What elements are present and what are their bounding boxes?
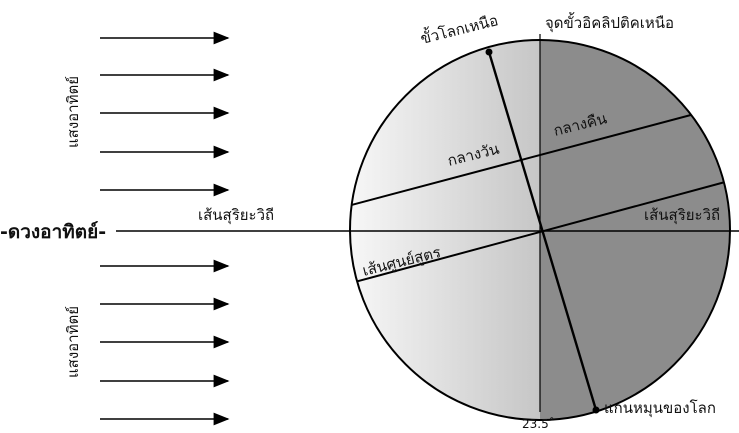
day-hemisphere (350, 40, 540, 420)
sunlight-label-bottom: แสงอาทิตย์ (64, 306, 82, 378)
north-ecliptic-pole-label: จุดขั้วอิคลิปติคเหนือ (545, 12, 674, 33)
ecliptic-label-right: เส้นสุริยะวิถี (644, 206, 720, 225)
night-hemisphere (540, 40, 730, 420)
south-pole-dot (592, 406, 600, 414)
rotation-axis (487, 51, 598, 411)
tilt-angle-label: 23.5˚ (522, 416, 555, 431)
sunlight-label-top: แสงอาทิตย์ (64, 76, 82, 148)
north-pole-dot (485, 48, 493, 56)
axis-label: แกนหมุนของโลก (604, 399, 716, 418)
north-pole-label: ขั้วโลกเหนือ (418, 9, 500, 48)
sunlight-arrows-bottom (100, 259, 230, 426)
sunlight-arrows-top (100, 31, 230, 197)
ecliptic-label-left: เส้นสุริยะวิถี (198, 206, 274, 225)
sun-label: -ดวงอาทิตย์- (0, 221, 106, 243)
